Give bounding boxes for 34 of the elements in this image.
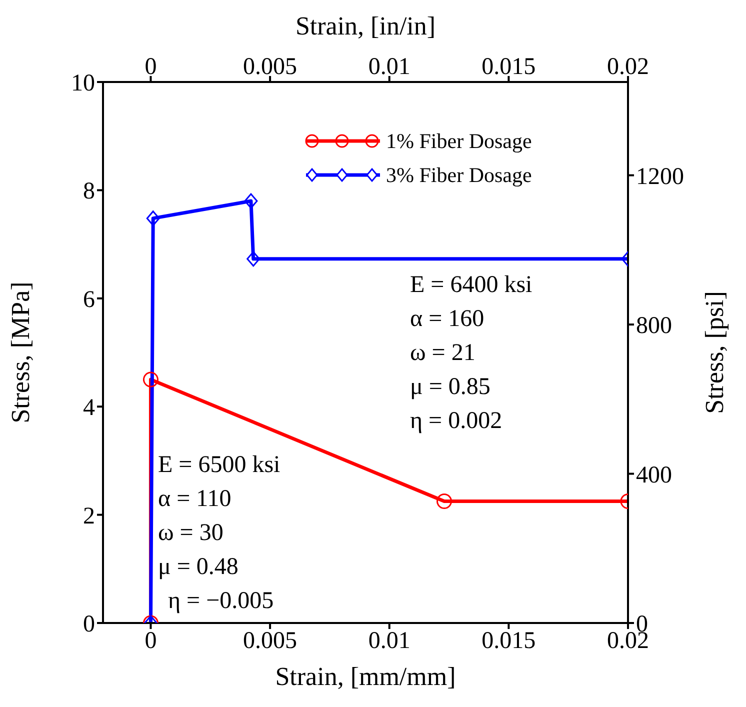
legend-label: 3% Fiber Dosage: [386, 162, 532, 189]
annotation: α = 160: [410, 306, 484, 333]
y-tick-label: 6: [83, 286, 95, 313]
y-tick-label: 0: [83, 612, 95, 638]
x2-tick-label: 0: [144, 628, 157, 654]
annotation: ω = 21: [410, 340, 476, 367]
annotation: ω = 30: [158, 520, 224, 547]
annotation: η = 0.002: [410, 408, 502, 435]
annotation: α = 110: [158, 486, 232, 513]
y2-axis-title: Stress, [psi]: [700, 291, 730, 414]
x2-tick-label: 0.005: [243, 628, 298, 654]
y-tick-label: 4: [83, 395, 95, 422]
annotation: μ = 0.85: [410, 374, 490, 401]
y2-tick-label: 1200: [636, 164, 684, 190]
x2-tick-label: 0.015: [482, 628, 536, 654]
x-tick-label: 0.005: [243, 54, 298, 80]
x2-tick-label: 0.01: [368, 628, 410, 654]
y-tick-label: 8: [83, 178, 95, 205]
y2-tick-label: 400: [636, 462, 672, 488]
y2-tick-label: 800: [636, 313, 672, 340]
x-axis-title: Strain, [mm/mm]: [275, 662, 456, 691]
x-tick-label: 0.015: [482, 54, 536, 80]
annotation: μ = 0.48: [158, 554, 238, 581]
annotation: η = −0.005: [168, 588, 274, 615]
legend-label: 1% Fiber Dosage: [386, 128, 532, 155]
x2-axis-title: Strain, [in/in]: [295, 11, 436, 40]
x-tick-label: 0: [144, 54, 157, 80]
x-tick-label: 0.01: [368, 54, 410, 80]
y-axis-title: Stress, [MPa]: [6, 282, 36, 424]
y-tick-label: 10: [71, 70, 95, 97]
y-tick-label: 2: [83, 503, 95, 530]
annotation: E = 6500 ksi: [158, 452, 280, 479]
x-tick-label: 0.02: [607, 54, 649, 80]
annotation: E = 6400 ksi: [410, 272, 532, 299]
